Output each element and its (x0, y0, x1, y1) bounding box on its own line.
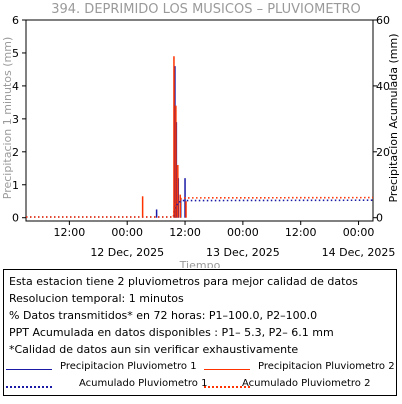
x-date-label: 14 Dec, 2025 (322, 246, 396, 259)
x-tick-label: 00:00 (111, 226, 143, 239)
accumulated-lines (26, 196, 374, 218)
y-left-tick-label: 1 (12, 179, 19, 192)
legend-sample-a2 (204, 386, 250, 388)
y-right-tick-label: 40 (376, 80, 390, 93)
plot-frame (25, 19, 374, 222)
y-axis-left: 0 1 2 3 4 5 6 (12, 14, 26, 225)
info-line: Esta estacion tiene 2 pluviometros para … (9, 275, 358, 288)
x-axis: 12:00 00:00 12 Dec, 2025 12:00 00:00 13 Dec, … (54, 221, 396, 259)
y-axis-right: 0 20 40 60 (373, 14, 390, 225)
x-tick-label: 00:00 (227, 226, 259, 239)
legend-item-a1: Acumulado Pluviometro 1 (79, 378, 208, 389)
y-right-tick-label: 0 (376, 212, 383, 225)
y-right-tick-label: 60 (376, 14, 390, 27)
x-tick-label: 12:00 (54, 226, 86, 239)
precipitation-bars (141, 56, 187, 218)
x-date-label: 13 Dec, 2025 (206, 246, 280, 259)
x-axis-label: Tiempo (179, 259, 221, 268)
y-left-tick-label: 4 (12, 80, 19, 93)
accum-line-p1 (26, 199, 374, 218)
y-axis-left-label: Precipitacion 1 minutos (mm) (1, 37, 14, 199)
y-right-tick-label: 20 (376, 146, 390, 159)
chart-title: 394. DEPRIMIDO LOS MUSICOS – PLUVIOMETRO (51, 2, 361, 17)
info-line: % Datos transmitidos* en 72 horas: P1–10… (9, 309, 318, 322)
y-left-tick-label: 0 (12, 212, 19, 225)
x-tick-label: 12:00 (285, 226, 317, 239)
info-line: *Calidad de datos aun sin verificar exha… (9, 343, 299, 356)
x-tick-label: 00:00 (343, 226, 375, 239)
x-tick-label: 12:00 (169, 226, 201, 239)
legend-item-p2: Precipitacion Pluviometro 2 (258, 361, 395, 372)
legend-sample-p1 (6, 369, 52, 370)
rain-chart: 394. DEPRIMIDO LOS MUSICOS – PLUVIOMETRO… (1, 2, 400, 268)
y-left-tick-label: 6 (12, 14, 19, 27)
info-box: Esta estacion tiene 2 pluviometros para … (3, 269, 397, 396)
y-axis-right-label: Precipitacion Acumulada (mm) (387, 33, 400, 202)
y-left-tick-label: 5 (12, 47, 19, 60)
legend-item-a2: Acumulado Pluviometro 2 (242, 378, 371, 389)
legend-item-p1: Precipitacion Pluviometro 1 (60, 361, 197, 372)
y-left-tick-label: 3 (12, 113, 19, 126)
info-line: Resolucion temporal: 1 minutos (9, 292, 184, 305)
info-line: PPT Acumulada en datos disponibles : P1–… (9, 326, 334, 339)
x-date-label: 12 Dec, 2025 (90, 246, 164, 259)
y-left-tick-label: 2 (12, 146, 19, 159)
legend-sample-a1 (6, 386, 52, 388)
legend-sample-p2 (204, 369, 250, 370)
